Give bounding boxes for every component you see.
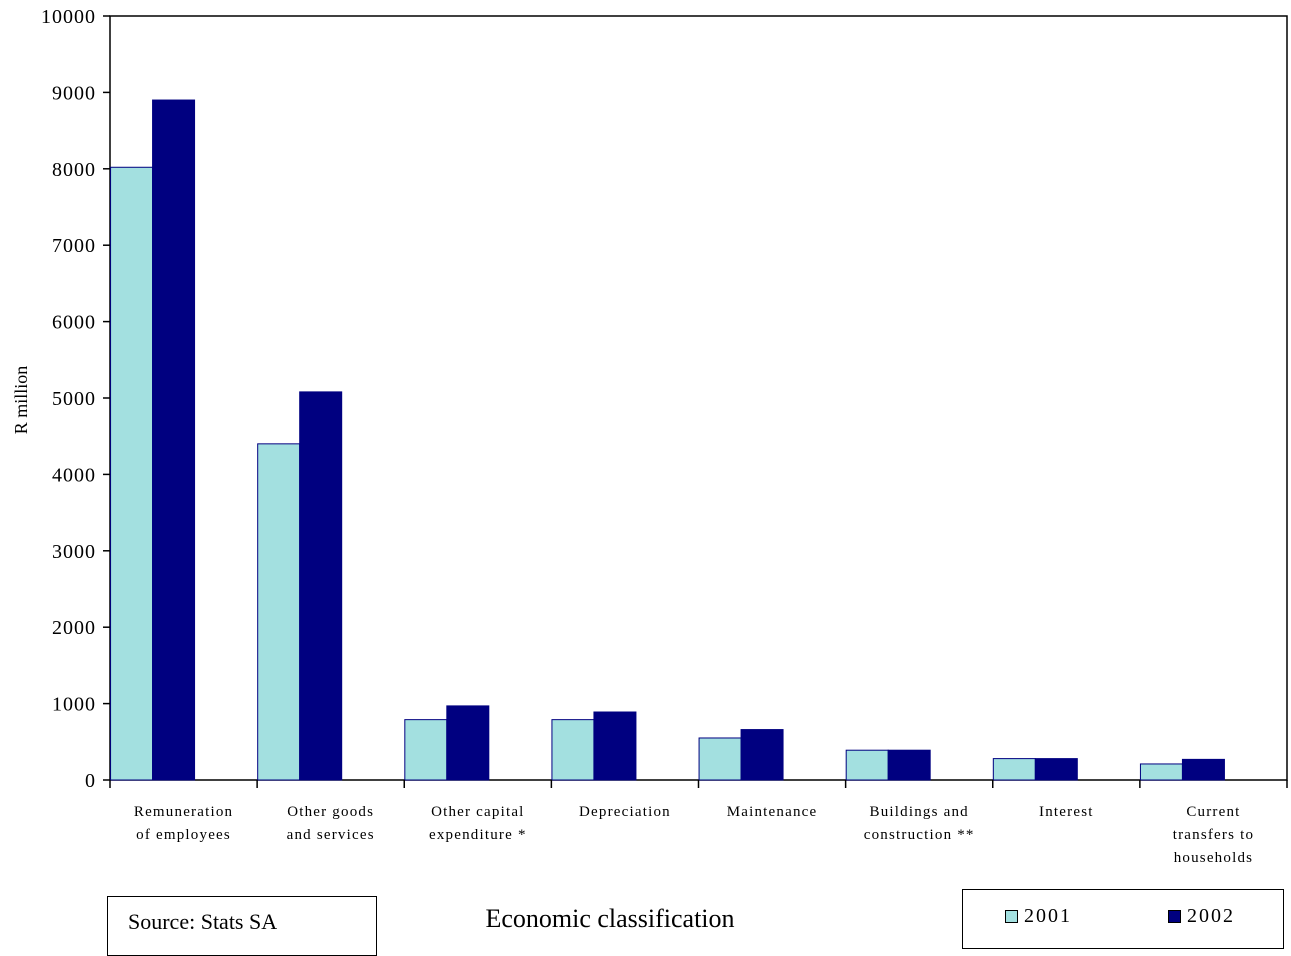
x-tick-label: Other capital expenditure * [429,804,527,843]
y-tick-label: 1000 [52,694,96,716]
bar-2002 [1034,758,1078,781]
bar-2001 [845,749,889,781]
x-tick-label: Other goods and services [287,804,375,843]
legend-item-2002: 2002 [1168,905,1235,928]
x-tick-label: Maintenance [727,804,818,820]
bar-2001 [110,166,154,781]
bar-2002 [887,749,931,781]
y-tick-label: 5000 [52,388,96,410]
x-tick-label: Remuneration of employees [134,804,233,843]
y-tick-label: 4000 [52,464,96,486]
x-tick-label: Buildings and construction ** [864,804,975,843]
bar-2002 [740,729,784,781]
x-tick-label: Current transfers to households [1173,804,1254,866]
bar-2001 [551,719,595,781]
source-box: Source: Stats SA [107,896,377,956]
x-tick-label: Interest [1039,804,1094,820]
y-tick-label: 8000 [52,159,96,181]
bar-2002 [1181,758,1225,781]
legend-swatch-2002 [1168,910,1181,923]
source-text: Source: Stats SA [128,909,278,934]
bar-2002 [152,99,196,781]
legend-label-2002: 2002 [1187,905,1235,927]
x-axis: Remuneration of employees Other goods and s… [109,780,1288,866]
bar-2002 [593,711,637,781]
y-tick-label: 0 [85,770,96,792]
bars [110,99,1225,781]
legend: 2001 2002 [962,889,1284,949]
x-axis-label: Economic classification [485,904,735,933]
legend-item-2001: 2001 [1005,905,1072,928]
y-axis: 0 1000 2000 3000 4000 5000 6000 7000 8000 9000 100… [41,6,110,792]
legend-label-2001: 2001 [1024,905,1072,927]
x-tick-label: Depreciation [579,804,671,820]
y-tick-label: 3000 [52,541,96,563]
y-tick-label: 9000 [52,82,96,104]
y-tick-label: 2000 [52,617,96,639]
y-axis-label: R million [11,366,31,435]
bar-2001 [257,443,301,781]
y-tick-label: 7000 [52,235,96,257]
y-tick-label: 6000 [52,312,96,334]
bar-2002 [446,705,490,781]
legend-swatch-2001 [1005,910,1018,923]
bar-2002 [299,391,343,781]
bar-2001 [404,719,448,781]
bar-2001 [698,737,742,781]
bar-2001 [992,758,1036,781]
bar-2001 [1139,763,1183,781]
bar-chart: 0 1000 2000 3000 4000 5000 6000 7000 8000 9000 100… [11,6,1288,866]
y-tick-label: 10000 [41,6,96,28]
